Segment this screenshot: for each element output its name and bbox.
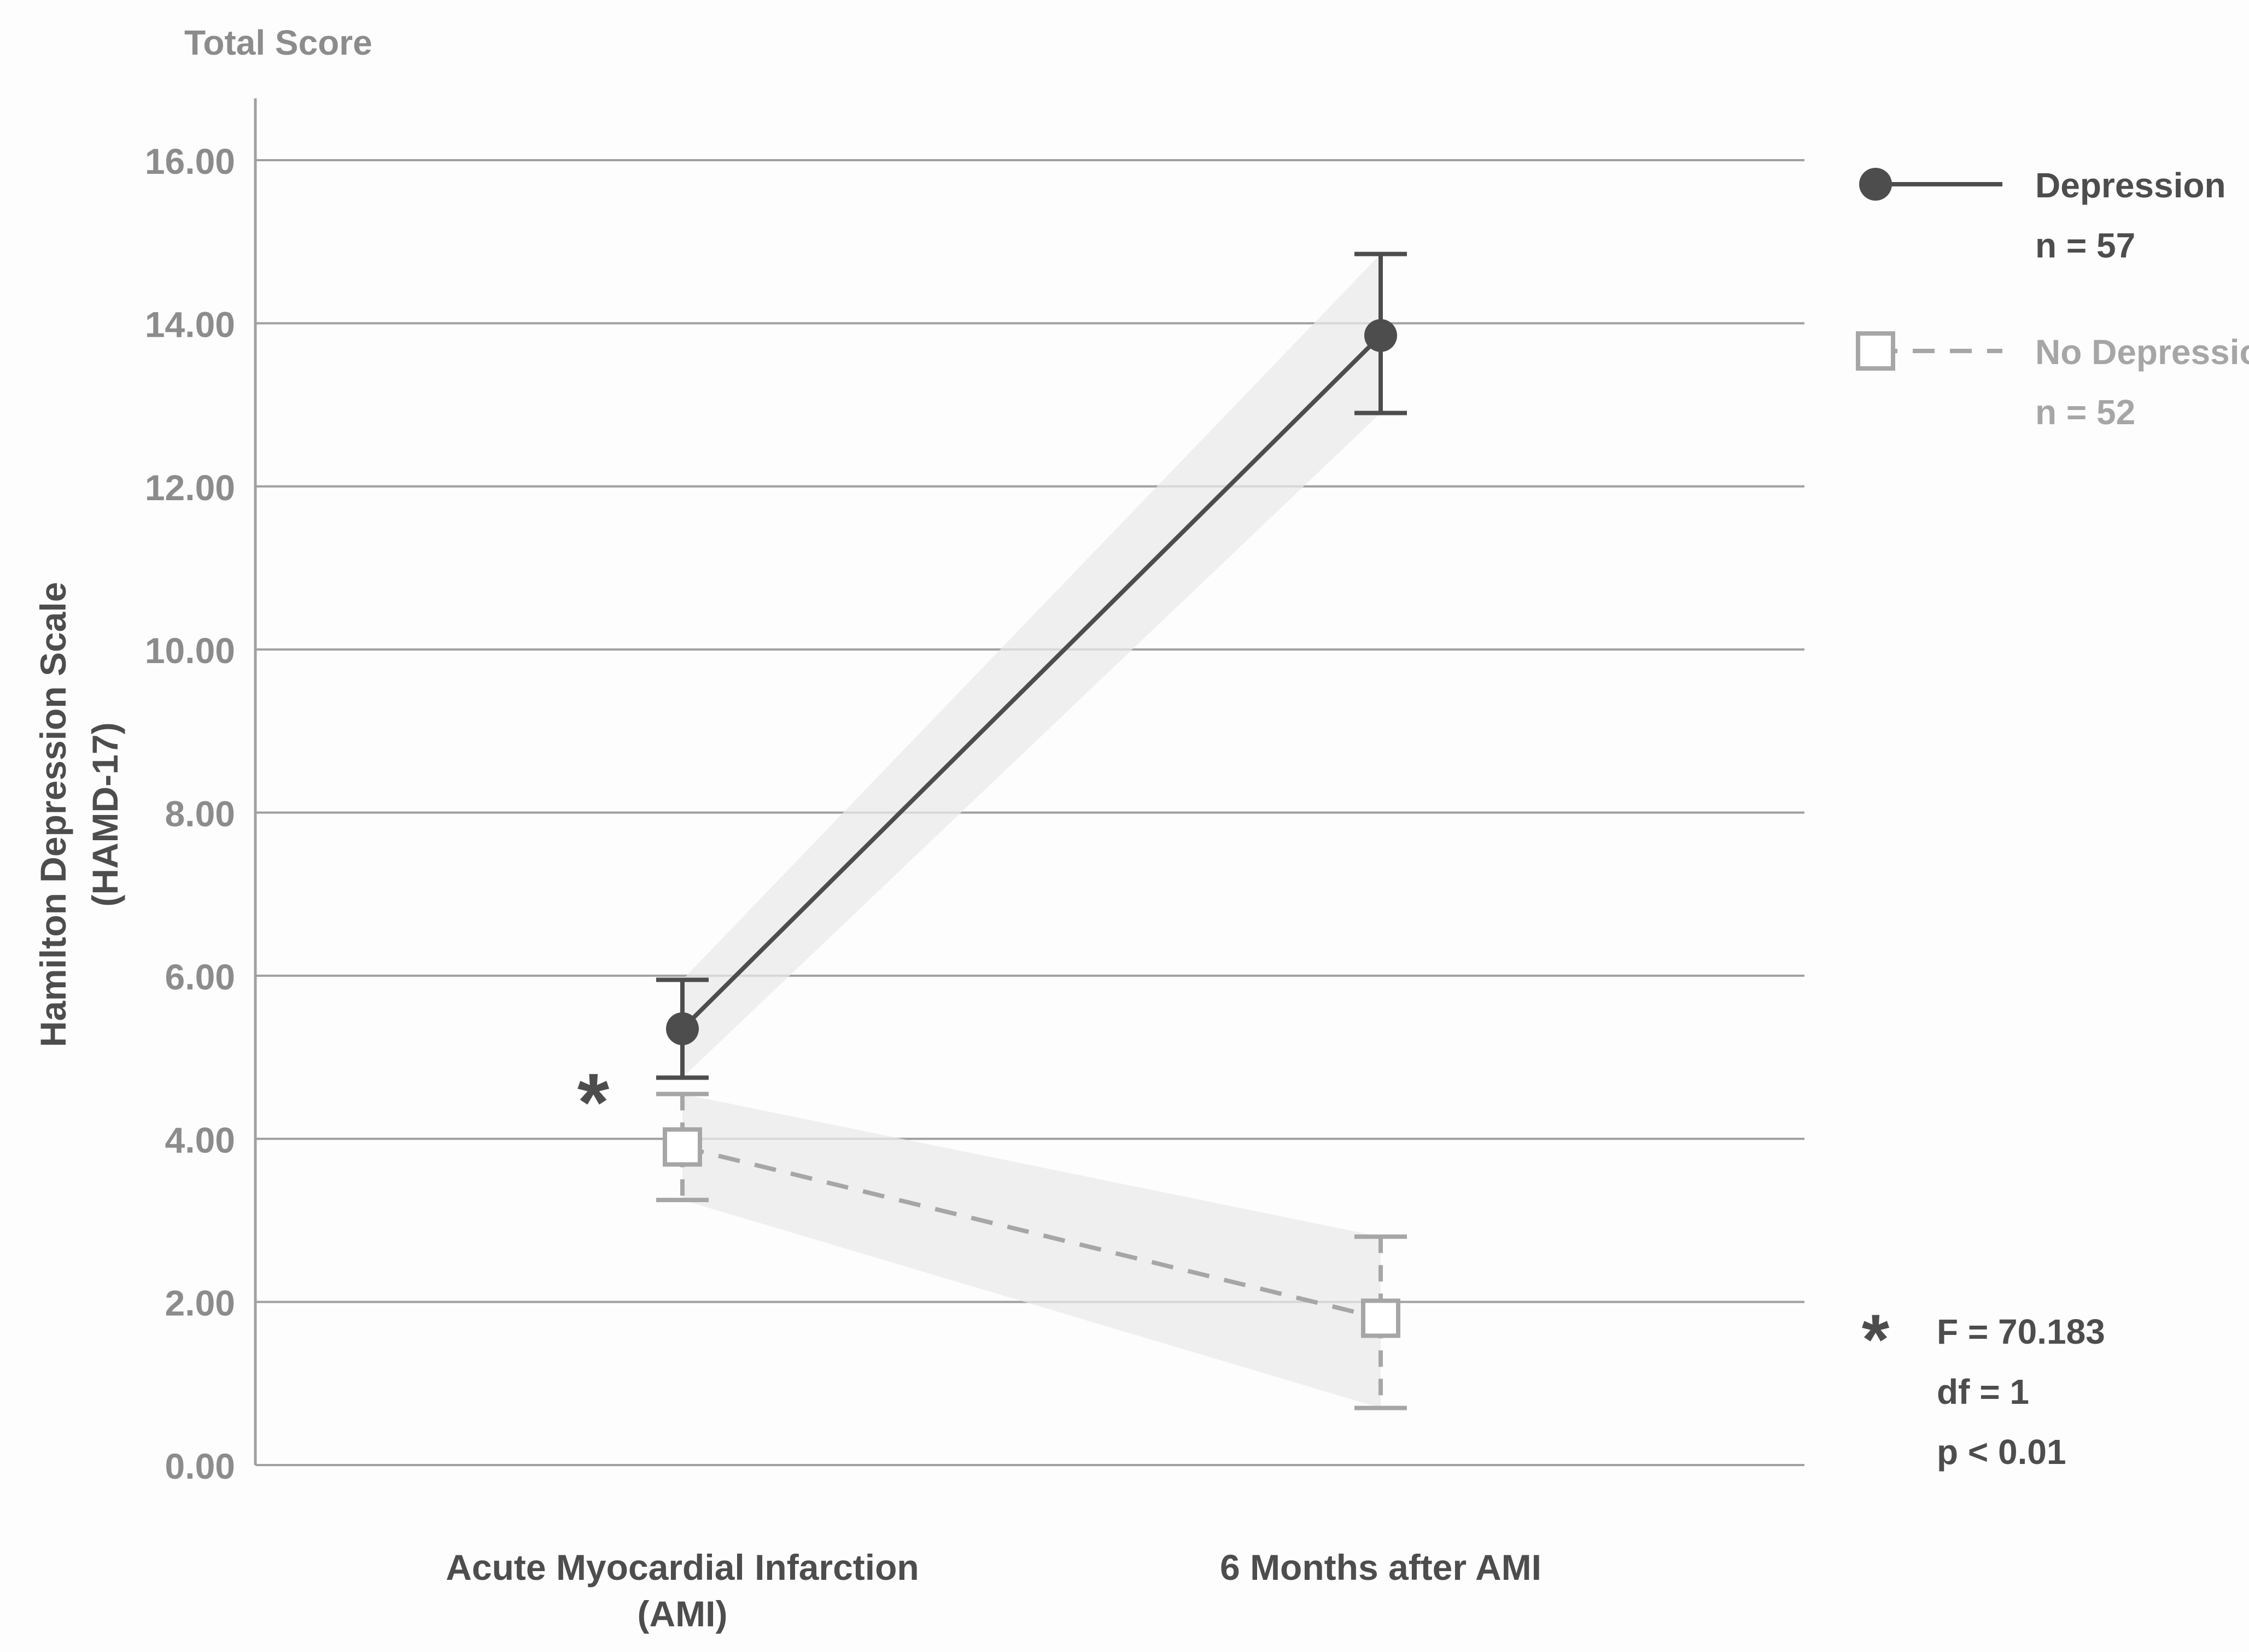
y-tick-label: 16.00 bbox=[145, 141, 235, 181]
stats-line: F = 70.183 bbox=[1937, 1312, 2105, 1351]
confidence-band-depression bbox=[682, 254, 1381, 1078]
data-point-no-depression bbox=[663, 1127, 702, 1167]
x-category-label-line: Acute Myocardial Infarction bbox=[446, 1547, 919, 1587]
x-category-label: 6 Months after AMI bbox=[1220, 1547, 1541, 1587]
legend-n-depression: n = 57 bbox=[2035, 226, 2135, 265]
legend-marker-depression bbox=[1859, 168, 1892, 201]
chart-title: Total Score bbox=[184, 23, 372, 62]
stats-asterisk: * bbox=[1862, 1299, 1890, 1379]
y-axis-label-line: Hamilton Depression Scale bbox=[33, 582, 73, 1047]
y-tick-label: 2.00 bbox=[165, 1283, 235, 1323]
series-line-depression bbox=[681, 333, 1382, 1030]
series-layer bbox=[656, 251, 1407, 1410]
data-point-no-depression bbox=[1361, 1298, 1400, 1338]
chart-text: 0.00 2.00 4.00 6.00 8.00 10.00 12.00 14.00 16.00… bbox=[33, 23, 1541, 1634]
x-category-label-line: 6 Months after AMI bbox=[1220, 1547, 1541, 1587]
y-tick-label: 8.00 bbox=[165, 794, 235, 834]
significance-stats: * F = 70.183 df = 1 p < 0.01 bbox=[1862, 1299, 2105, 1472]
y-tick-label: 14.00 bbox=[145, 304, 235, 344]
confidence-band-no-depression bbox=[682, 1094, 1381, 1408]
legend-n-no-depression: n = 52 bbox=[2035, 393, 2135, 432]
y-tick-label: 10.00 bbox=[145, 630, 235, 671]
stats-line: p < 0.01 bbox=[1937, 1432, 2066, 1472]
series-line-no-depression bbox=[682, 1145, 1381, 1321]
data-point-depression bbox=[1364, 319, 1397, 352]
y-axis-label-line: (HAMD-17) bbox=[85, 722, 125, 906]
legend-marker-no-depression bbox=[1856, 331, 1895, 371]
legend: Depression n = 57 No Depression n = 52 bbox=[1856, 166, 2249, 432]
y-tick-label: 0.00 bbox=[165, 1446, 235, 1486]
y-axis-label: Hamilton Depression Scale (HAMD-17) bbox=[33, 582, 125, 1047]
y-tick-label: 12.00 bbox=[145, 467, 235, 508]
y-tick-label: 6.00 bbox=[165, 957, 235, 997]
stats-line: df = 1 bbox=[1937, 1372, 2029, 1411]
significance-asterisk: * bbox=[577, 1056, 610, 1148]
confidence-bands bbox=[682, 254, 1381, 1408]
x-category-label: Acute Myocardial Infarction (AMI) bbox=[446, 1547, 919, 1634]
legend-label-depression: Depression bbox=[2035, 166, 2226, 205]
data-point-depression bbox=[666, 1012, 699, 1045]
x-category-label-line: (AMI) bbox=[638, 1594, 728, 1634]
y-tick-label: 4.00 bbox=[165, 1120, 235, 1160]
legend-label-no-depression: No Depression bbox=[2035, 332, 2249, 372]
